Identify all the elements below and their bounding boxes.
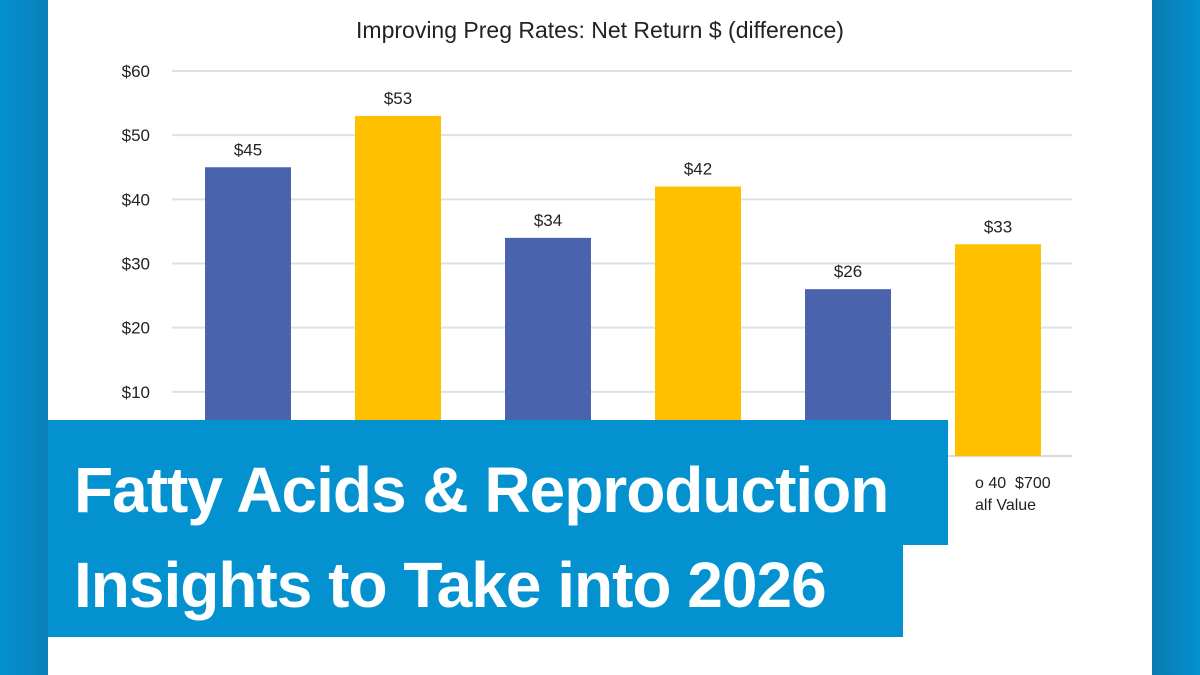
data-label: $26 <box>834 262 862 281</box>
y-tick-label: $60 <box>122 62 150 81</box>
category-label-fragment: alf Value <box>975 497 1036 514</box>
left-border-strip <box>0 0 48 675</box>
y-tick-label: $50 <box>122 126 150 145</box>
y-tick-label: $30 <box>122 255 150 274</box>
bar <box>955 244 1041 456</box>
data-label: $33 <box>984 217 1012 236</box>
right-border-strip <box>1152 0 1200 675</box>
chart-title: Improving Preg Rates: Net Return $ (diff… <box>356 17 844 43</box>
bar <box>355 115 441 457</box>
y-tick-label: $10 <box>122 383 150 402</box>
data-label: $42 <box>684 160 712 179</box>
y-tick-label: $40 <box>122 190 150 209</box>
data-label: $45 <box>234 140 262 159</box>
data-label: $53 <box>384 89 412 108</box>
headline-line-1: Fatty Acids & Reproduction <box>48 420 948 545</box>
headline-line-2: Insights to Take into 2026 <box>48 545 903 637</box>
bar <box>505 237 591 456</box>
y-tick-label: $20 <box>122 319 150 338</box>
bar <box>205 167 291 456</box>
category-label-fragment: o 40 $700 <box>975 475 1051 492</box>
bar <box>655 186 741 456</box>
data-label: $34 <box>534 211 562 230</box>
